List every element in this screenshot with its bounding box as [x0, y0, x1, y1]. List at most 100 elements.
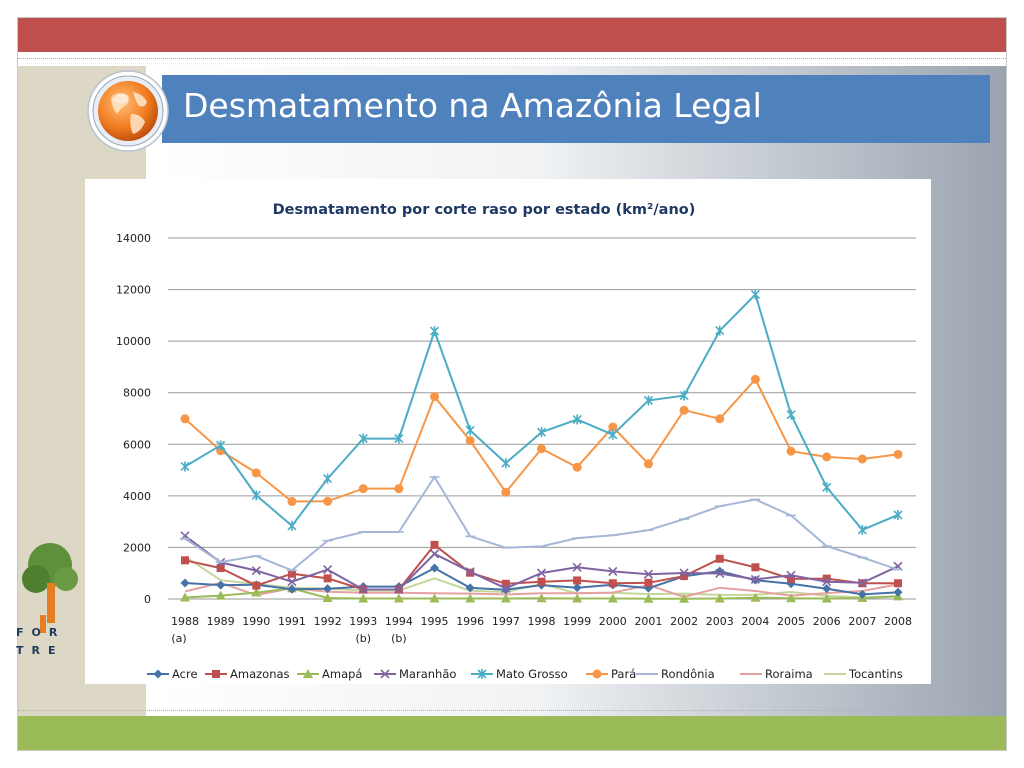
legend-item: Amazonas	[205, 667, 290, 681]
legend-swatch-marker	[592, 669, 602, 679]
x-tick-label: 1998	[528, 615, 556, 628]
data-point	[786, 570, 796, 580]
y-tick-label: 6000	[123, 438, 151, 451]
data-point	[180, 592, 190, 602]
data-point	[608, 579, 617, 588]
data-point	[180, 578, 190, 588]
x-tick-label: 2001	[634, 615, 662, 628]
y-tick-label: 10000	[116, 335, 151, 348]
legend-item: Pará	[586, 667, 636, 681]
data-point	[430, 563, 440, 573]
x-tick-label: 1999	[563, 615, 591, 628]
series-rondônia	[180, 475, 903, 572]
legend-label: Rondônia	[661, 667, 715, 681]
x-tick-label: 1990	[242, 615, 270, 628]
data-point	[857, 454, 867, 464]
data-point	[715, 325, 725, 336]
data-point	[180, 461, 190, 472]
x-tick-label: 1988	[171, 615, 199, 628]
data-point	[572, 593, 583, 603]
series-lines	[180, 289, 903, 603]
y-tick-label: 12000	[116, 284, 151, 297]
data-point	[572, 462, 582, 472]
legend-label: Amazonas	[230, 667, 290, 681]
data-point	[679, 593, 690, 603]
legend-swatch-marker	[212, 670, 220, 678]
data-point	[501, 487, 511, 497]
data-point	[857, 578, 867, 588]
data-point	[679, 405, 689, 415]
data-point	[822, 452, 832, 462]
data-point	[787, 574, 796, 583]
logo-text-line-1: FOR	[16, 626, 66, 639]
deforestation-line-chart: Desmatamento por corte raso por estado (…	[116, 202, 916, 681]
data-point	[786, 593, 797, 603]
top-dotted-rule	[18, 58, 1006, 59]
data-point	[251, 490, 261, 501]
data-point	[429, 593, 440, 603]
data-point	[715, 554, 724, 563]
data-point	[643, 569, 654, 579]
data-point	[215, 590, 226, 600]
legend-swatch-marker	[153, 669, 163, 679]
y-axis-ticks: 0 2000 4000 6000 8000 10000 12000 14000	[116, 232, 151, 606]
y-tick-label: 8000	[123, 387, 151, 400]
data-point	[323, 584, 333, 594]
data-point	[180, 414, 190, 424]
x-axis-ticks: 1988 (a) 1989 1990 1991 1992 1993 (b) 1994 (b) 199…	[171, 615, 912, 645]
data-point	[358, 433, 368, 444]
data-point	[394, 484, 404, 494]
x-tick-label: 2003	[706, 615, 734, 628]
data-point	[216, 440, 226, 451]
data-point	[750, 592, 761, 602]
x-tick-label: 2006	[813, 615, 841, 628]
x-tick-note: (b)	[355, 632, 371, 645]
data-point	[715, 414, 725, 424]
data-point	[537, 444, 546, 454]
data-point	[536, 568, 547, 578]
data-point	[893, 509, 903, 520]
series-mato-grosso	[180, 289, 903, 535]
data-point	[465, 436, 475, 446]
data-point	[750, 289, 760, 300]
data-point	[822, 574, 831, 583]
data-point	[821, 593, 832, 603]
data-point	[393, 593, 404, 603]
x-tick-label: 1994	[385, 615, 413, 628]
data-point	[465, 583, 475, 593]
data-point	[252, 581, 261, 590]
data-point	[573, 576, 582, 585]
data-point	[857, 524, 867, 535]
data-point	[608, 429, 618, 440]
data-point	[608, 422, 618, 432]
x-tick-label: 1996	[456, 615, 484, 628]
data-point	[500, 593, 511, 603]
chart-card: Desmatamento por corte raso por estado (…	[85, 179, 931, 684]
data-point	[501, 458, 511, 469]
data-point	[893, 587, 903, 597]
x-tick-label: 2007	[848, 615, 876, 628]
y-tick-label: 4000	[123, 490, 151, 503]
data-point	[287, 584, 297, 594]
data-point	[322, 592, 333, 602]
data-point	[358, 584, 368, 595]
y-tick-label: 0	[144, 593, 151, 606]
tree-logo-icon	[22, 543, 78, 633]
legend-item: Tocantins	[824, 667, 903, 681]
legend-item: Amapá	[297, 667, 362, 681]
legend-item: Rondônia	[636, 667, 715, 681]
data-point	[679, 390, 689, 401]
data-point	[822, 482, 832, 493]
y-tick-label: 2000	[123, 541, 151, 554]
x-tick-label: 1991	[278, 615, 306, 628]
slide-title: Desmatamento na Amazônia Legal	[183, 86, 762, 125]
data-point	[465, 593, 476, 603]
data-point	[643, 395, 654, 406]
data-point	[501, 583, 511, 593]
data-point	[714, 593, 725, 603]
data-point	[216, 564, 225, 573]
data-point	[429, 549, 440, 559]
data-point	[607, 593, 618, 603]
data-point	[536, 427, 547, 438]
gridlines	[168, 237, 916, 600]
